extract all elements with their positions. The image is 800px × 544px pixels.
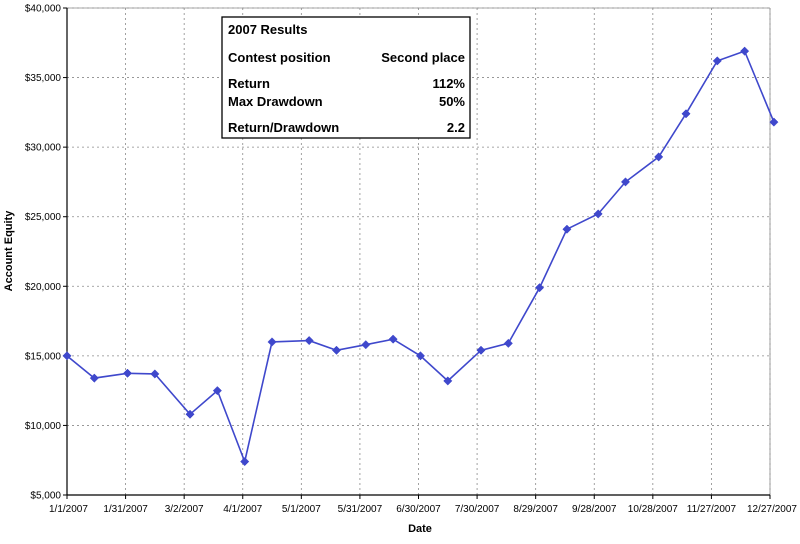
results-row-value: 50%	[439, 94, 465, 109]
results-annotation-box: 2007 Results Contest position Second pla…	[221, 16, 471, 139]
y-tick-label: $5,000	[30, 491, 61, 502]
y-tick-label: $35,000	[25, 73, 62, 84]
x-tick-label: 9/28/2007	[572, 504, 617, 515]
x-tick-label: 1/31/2007	[103, 504, 148, 515]
x-tick-label: 5/31/2007	[338, 504, 383, 515]
x-tick-label: 3/2/2007	[165, 504, 204, 515]
results-row-value: 112%	[432, 76, 465, 91]
results-row-label: Contest position	[228, 50, 331, 65]
x-tick-label: 10/28/2007	[628, 504, 678, 515]
data-point-marker	[304, 335, 314, 346]
data-point-marker	[388, 334, 398, 344]
x-tick-label: 1/1/2007	[49, 504, 88, 515]
data-point-marker	[331, 345, 342, 355]
x-tick-label: 5/1/2007	[282, 504, 321, 515]
data-point-marker	[415, 351, 426, 361]
results-row-label: Return/Drawdown	[228, 120, 339, 135]
data-point-marker	[212, 386, 222, 396]
x-tick-label: 11/27/2007	[687, 504, 737, 515]
y-tick-label: $40,000	[25, 4, 62, 15]
data-point-marker	[769, 117, 779, 127]
y-tick-label: $10,000	[25, 421, 62, 432]
y-tick-label: $30,000	[25, 143, 62, 154]
data-point-marker	[712, 56, 722, 66]
data-point-marker	[740, 46, 750, 56]
data-point-marker	[185, 409, 195, 419]
results-box-title: 2007 Results	[228, 22, 308, 37]
data-point-marker	[535, 283, 545, 293]
data-point-marker	[593, 209, 603, 219]
results-box-border	[221, 16, 471, 139]
data-point-marker	[443, 376, 453, 386]
x-tick-label: 6/30/2007	[396, 504, 441, 515]
x-tick-label: 7/30/2007	[455, 504, 500, 515]
data-point-marker	[503, 338, 513, 348]
data-point-marker	[681, 109, 691, 119]
data-point-marker	[240, 457, 250, 467]
data-point-marker	[562, 224, 572, 234]
series-equity	[62, 46, 779, 467]
data-point-marker	[122, 368, 133, 378]
data-point-marker	[361, 340, 371, 350]
results-row-value: 2.2	[447, 120, 465, 135]
axes: $5,000 $10,000 $15,000 $20,000 $25,000 $30,00…	[25, 4, 798, 516]
data-point-marker	[62, 351, 72, 361]
results-row-label: Return	[228, 76, 270, 91]
y-tick-label: $15,000	[25, 351, 62, 362]
data-point-marker	[267, 337, 277, 347]
x-tick-label: 12/27/2007	[747, 504, 797, 515]
data-point-marker	[620, 177, 631, 187]
results-row-value: Second place	[381, 50, 465, 65]
data-point-marker	[150, 369, 160, 379]
results-row-label: Max Drawdown	[228, 94, 323, 109]
data-point-marker	[654, 152, 664, 162]
data-point-marker	[476, 345, 486, 355]
x-tick-label: 8/29/2007	[513, 504, 558, 515]
y-tick-label: $25,000	[25, 212, 62, 223]
x-tick-label: 4/1/2007	[223, 504, 262, 515]
data-point-marker	[89, 373, 99, 383]
x-axis-title: Date	[408, 523, 432, 535]
y-axis-title: Account Equity	[3, 210, 15, 292]
y-tick-label: $20,000	[25, 282, 62, 293]
